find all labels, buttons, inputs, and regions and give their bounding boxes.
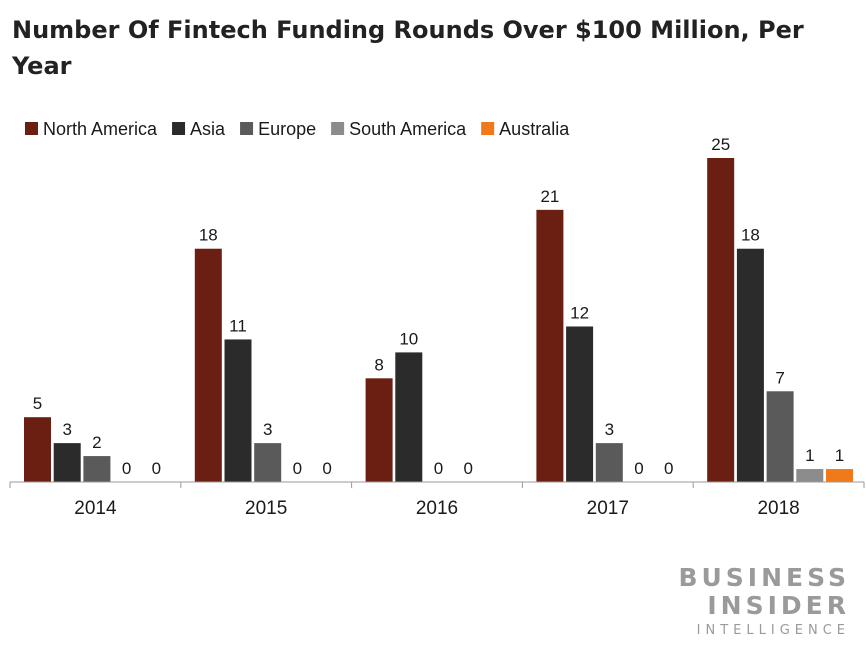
data-label-2014-4: 0 (152, 459, 161, 478)
bar-2017-0 (536, 209, 564, 482)
legend-label-4: Australia (499, 119, 570, 139)
chart-title: Number Of Fintech Funding Rounds Over $1… (12, 16, 804, 80)
data-label-2016-2: 0 (434, 459, 443, 478)
legend-label-3: South America (349, 119, 467, 139)
bar-2015-1 (224, 339, 252, 482)
bar-2018-1 (736, 248, 764, 482)
brand-logo-line-1: BUSINESS (678, 563, 850, 592)
bar-2015-0 (194, 248, 222, 482)
data-label-2018-4: 1 (835, 446, 844, 465)
bar-2014-0 (24, 417, 51, 482)
bar-2017-1 (566, 326, 594, 482)
data-label-2018-3: 1 (805, 446, 814, 465)
legend-swatch-0 (25, 122, 38, 135)
legend-label-0: North America (43, 119, 158, 139)
data-label-2018-2: 7 (775, 368, 784, 387)
x-tick-label-2015: 2015 (245, 498, 287, 519)
data-label-2014-0: 5 (33, 394, 42, 413)
x-tick-label-2017: 2017 (587, 498, 629, 519)
data-label-2014-2: 2 (92, 433, 101, 452)
bar-2018-2 (766, 391, 794, 482)
legend-swatch-2 (240, 122, 254, 135)
bar-2016-1 (395, 352, 423, 482)
legend-label-2: Europe (258, 119, 316, 139)
data-label-2015-0: 18 (199, 226, 218, 245)
chart-legend: North America Asia Europe South America Aust… (25, 119, 570, 139)
legend-swatch-3 (331, 122, 345, 135)
bar-2018-3 (796, 469, 824, 482)
x-axis: 2014 2015 2016 2017 2018 (9, 481, 865, 519)
legend-label-1: Asia (190, 119, 226, 139)
data-label-2015-2: 3 (263, 420, 272, 439)
data-label-2018-0: 25 (711, 135, 730, 154)
data-label-2015-3: 0 (293, 459, 302, 478)
data-label-2016-0: 8 (374, 355, 383, 374)
bar-2014-1 (53, 443, 81, 482)
data-label-2017-2: 3 (605, 420, 614, 439)
data-label-2016-3: 0 (463, 459, 472, 478)
brand-logo: BUSINESS INSIDER INTELLIGENCE (678, 564, 850, 640)
data-label-2018-1: 18 (741, 226, 760, 245)
data-label-2017-3: 0 (634, 459, 643, 478)
brand-logo-line-2: INSIDER (707, 591, 850, 620)
x-tick-label-2014: 2014 (74, 498, 117, 519)
x-tick-label-2018: 2018 (757, 498, 799, 519)
data-label-2017-1: 12 (570, 303, 589, 322)
data-label-2015-4: 0 (322, 459, 331, 478)
data-label-2017-4: 0 (664, 459, 673, 478)
bar-2018-0 (707, 158, 735, 482)
brand-logo-line-3: INTELLIGENCE (696, 623, 850, 638)
bar-2015-2 (254, 443, 282, 482)
legend-swatch-4 (481, 122, 495, 135)
bar-2016-0 (365, 378, 393, 482)
x-tick-label-2016: 2016 (416, 498, 458, 519)
bar-2017-2 (595, 443, 623, 482)
bar-2018-4 (826, 469, 853, 482)
data-label-2017-0: 21 (540, 187, 559, 206)
legend-swatch-1 (172, 122, 186, 135)
data-label-2014-1: 3 (62, 420, 71, 439)
data-label-2015-1: 11 (229, 316, 247, 335)
data-label-2016-1: 10 (399, 329, 418, 348)
data-label-2014-3: 0 (122, 459, 131, 478)
bar-2014-2 (83, 456, 111, 482)
